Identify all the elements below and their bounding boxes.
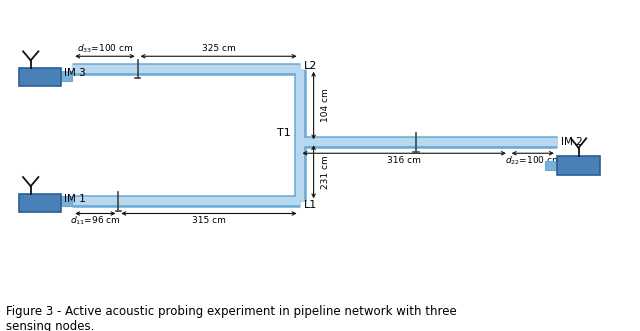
Text: L2: L2 [304, 61, 317, 71]
Text: L1: L1 [304, 200, 317, 210]
Text: 315 cm: 315 cm [192, 216, 226, 225]
Text: 231 cm: 231 cm [321, 155, 330, 189]
Text: 325 cm: 325 cm [202, 44, 236, 54]
Bar [545, 161, 557, 170]
Text: $d_{11}$=96 cm: $d_{11}$=96 cm [70, 214, 121, 227]
Bar [19, 68, 61, 86]
Bar [19, 194, 61, 212]
Text: IM 1: IM 1 [64, 194, 86, 204]
Bar [61, 71, 72, 81]
Text: 104 cm: 104 cm [321, 89, 330, 122]
Text: 316 cm: 316 cm [387, 156, 421, 165]
Text: $d_{33}$=100 cm: $d_{33}$=100 cm [77, 43, 133, 55]
Text: IM 2: IM 2 [561, 137, 583, 147]
Text: Figure 3 - Active acoustic probing experiment in pipeline network with three
sen: Figure 3 - Active acoustic probing exper… [6, 305, 457, 331]
Text: T1: T1 [278, 128, 291, 138]
Text: IM 3: IM 3 [64, 68, 86, 78]
Bar [557, 156, 600, 175]
Text: $d_{22}$=100 cm: $d_{22}$=100 cm [504, 154, 561, 167]
Bar [61, 196, 72, 206]
